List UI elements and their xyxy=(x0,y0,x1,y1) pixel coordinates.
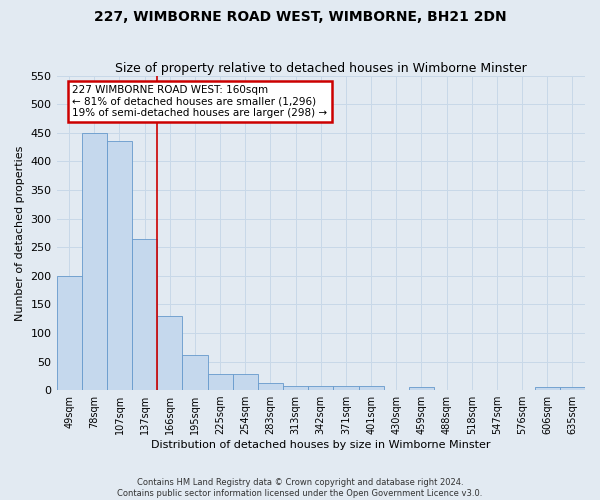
Bar xyxy=(258,382,283,390)
Bar xyxy=(334,386,359,390)
X-axis label: Distribution of detached houses by size in Wimborne Minster: Distribution of detached houses by size … xyxy=(151,440,491,450)
Bar xyxy=(132,238,157,390)
Bar xyxy=(560,387,585,390)
Bar xyxy=(107,142,132,390)
Bar xyxy=(157,316,182,390)
Bar xyxy=(283,386,308,390)
Text: Contains HM Land Registry data © Crown copyright and database right 2024.
Contai: Contains HM Land Registry data © Crown c… xyxy=(118,478,482,498)
Bar xyxy=(56,276,82,390)
Y-axis label: Number of detached properties: Number of detached properties xyxy=(15,145,25,320)
Bar xyxy=(208,374,233,390)
Bar xyxy=(359,386,383,390)
Bar xyxy=(182,354,208,390)
Text: 227 WIMBORNE ROAD WEST: 160sqm
← 81% of detached houses are smaller (1,296)
19% : 227 WIMBORNE ROAD WEST: 160sqm ← 81% of … xyxy=(73,85,328,118)
Bar xyxy=(308,386,334,390)
Text: 227, WIMBORNE ROAD WEST, WIMBORNE, BH21 2DN: 227, WIMBORNE ROAD WEST, WIMBORNE, BH21 … xyxy=(94,10,506,24)
Bar xyxy=(82,133,107,390)
Bar xyxy=(409,387,434,390)
Bar xyxy=(535,387,560,390)
Bar xyxy=(233,374,258,390)
Title: Size of property relative to detached houses in Wimborne Minster: Size of property relative to detached ho… xyxy=(115,62,527,74)
